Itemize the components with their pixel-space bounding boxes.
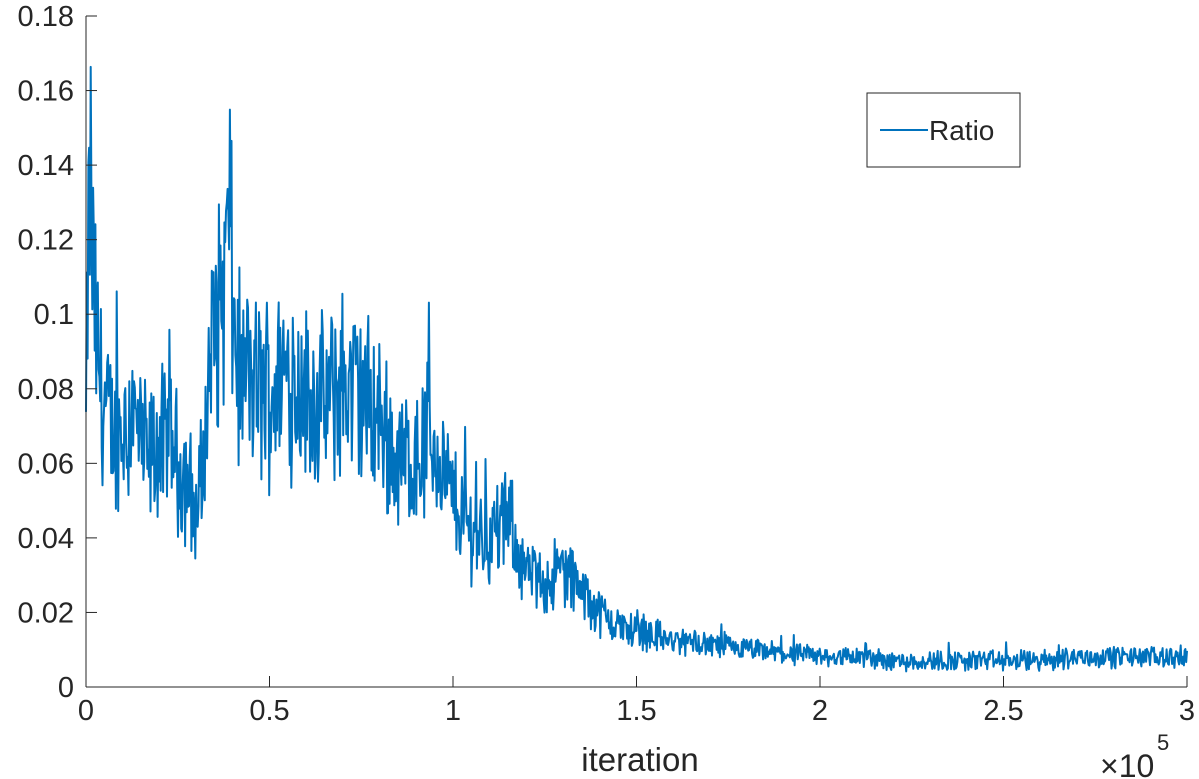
y-tick-label: 0.06 bbox=[18, 448, 74, 480]
x-multiplier-base: ×10 bbox=[1100, 748, 1154, 779]
ticks-layer: 0 0.5 1 1.5 2 2.5 3 0 0.02 0.04 0.06 0.08 0.1 0.12 0.1… bbox=[18, 1, 1196, 727]
x-tick-label: 1.5 bbox=[616, 695, 656, 727]
x-axis-label: iteration bbox=[581, 741, 698, 778]
series-line-ratio bbox=[85, 65, 1188, 673]
x-multiplier-exponent: 5 bbox=[1157, 730, 1169, 755]
y-tick-label: 0.16 bbox=[18, 76, 74, 108]
y-tick-label: 0.02 bbox=[18, 597, 74, 629]
x-tick-label: 2 bbox=[812, 695, 828, 727]
y-tick-label: 0.08 bbox=[18, 374, 74, 406]
x-axis-multiplier: ×10 5 bbox=[1100, 730, 1169, 779]
y-tick-label: 0 bbox=[58, 672, 74, 704]
x-tick-label: 2.5 bbox=[983, 695, 1023, 727]
y-tick-label: 0.14 bbox=[18, 150, 74, 182]
y-tick-label: 0.04 bbox=[18, 523, 74, 555]
legend-label-ratio: Ratio bbox=[929, 115, 994, 146]
y-tick-label: 0.12 bbox=[18, 225, 74, 257]
legend: Ratio bbox=[866, 92, 1021, 168]
x-tick-label: 3 bbox=[1179, 695, 1195, 727]
series-layer bbox=[85, 65, 1188, 673]
x-tick-label: 0.5 bbox=[249, 695, 289, 727]
x-tick-label: 1 bbox=[445, 695, 461, 727]
y-tick-label: 0.1 bbox=[34, 299, 74, 331]
y-tick-label: 0.18 bbox=[18, 1, 74, 33]
x-tick-label: 0 bbox=[78, 695, 94, 727]
